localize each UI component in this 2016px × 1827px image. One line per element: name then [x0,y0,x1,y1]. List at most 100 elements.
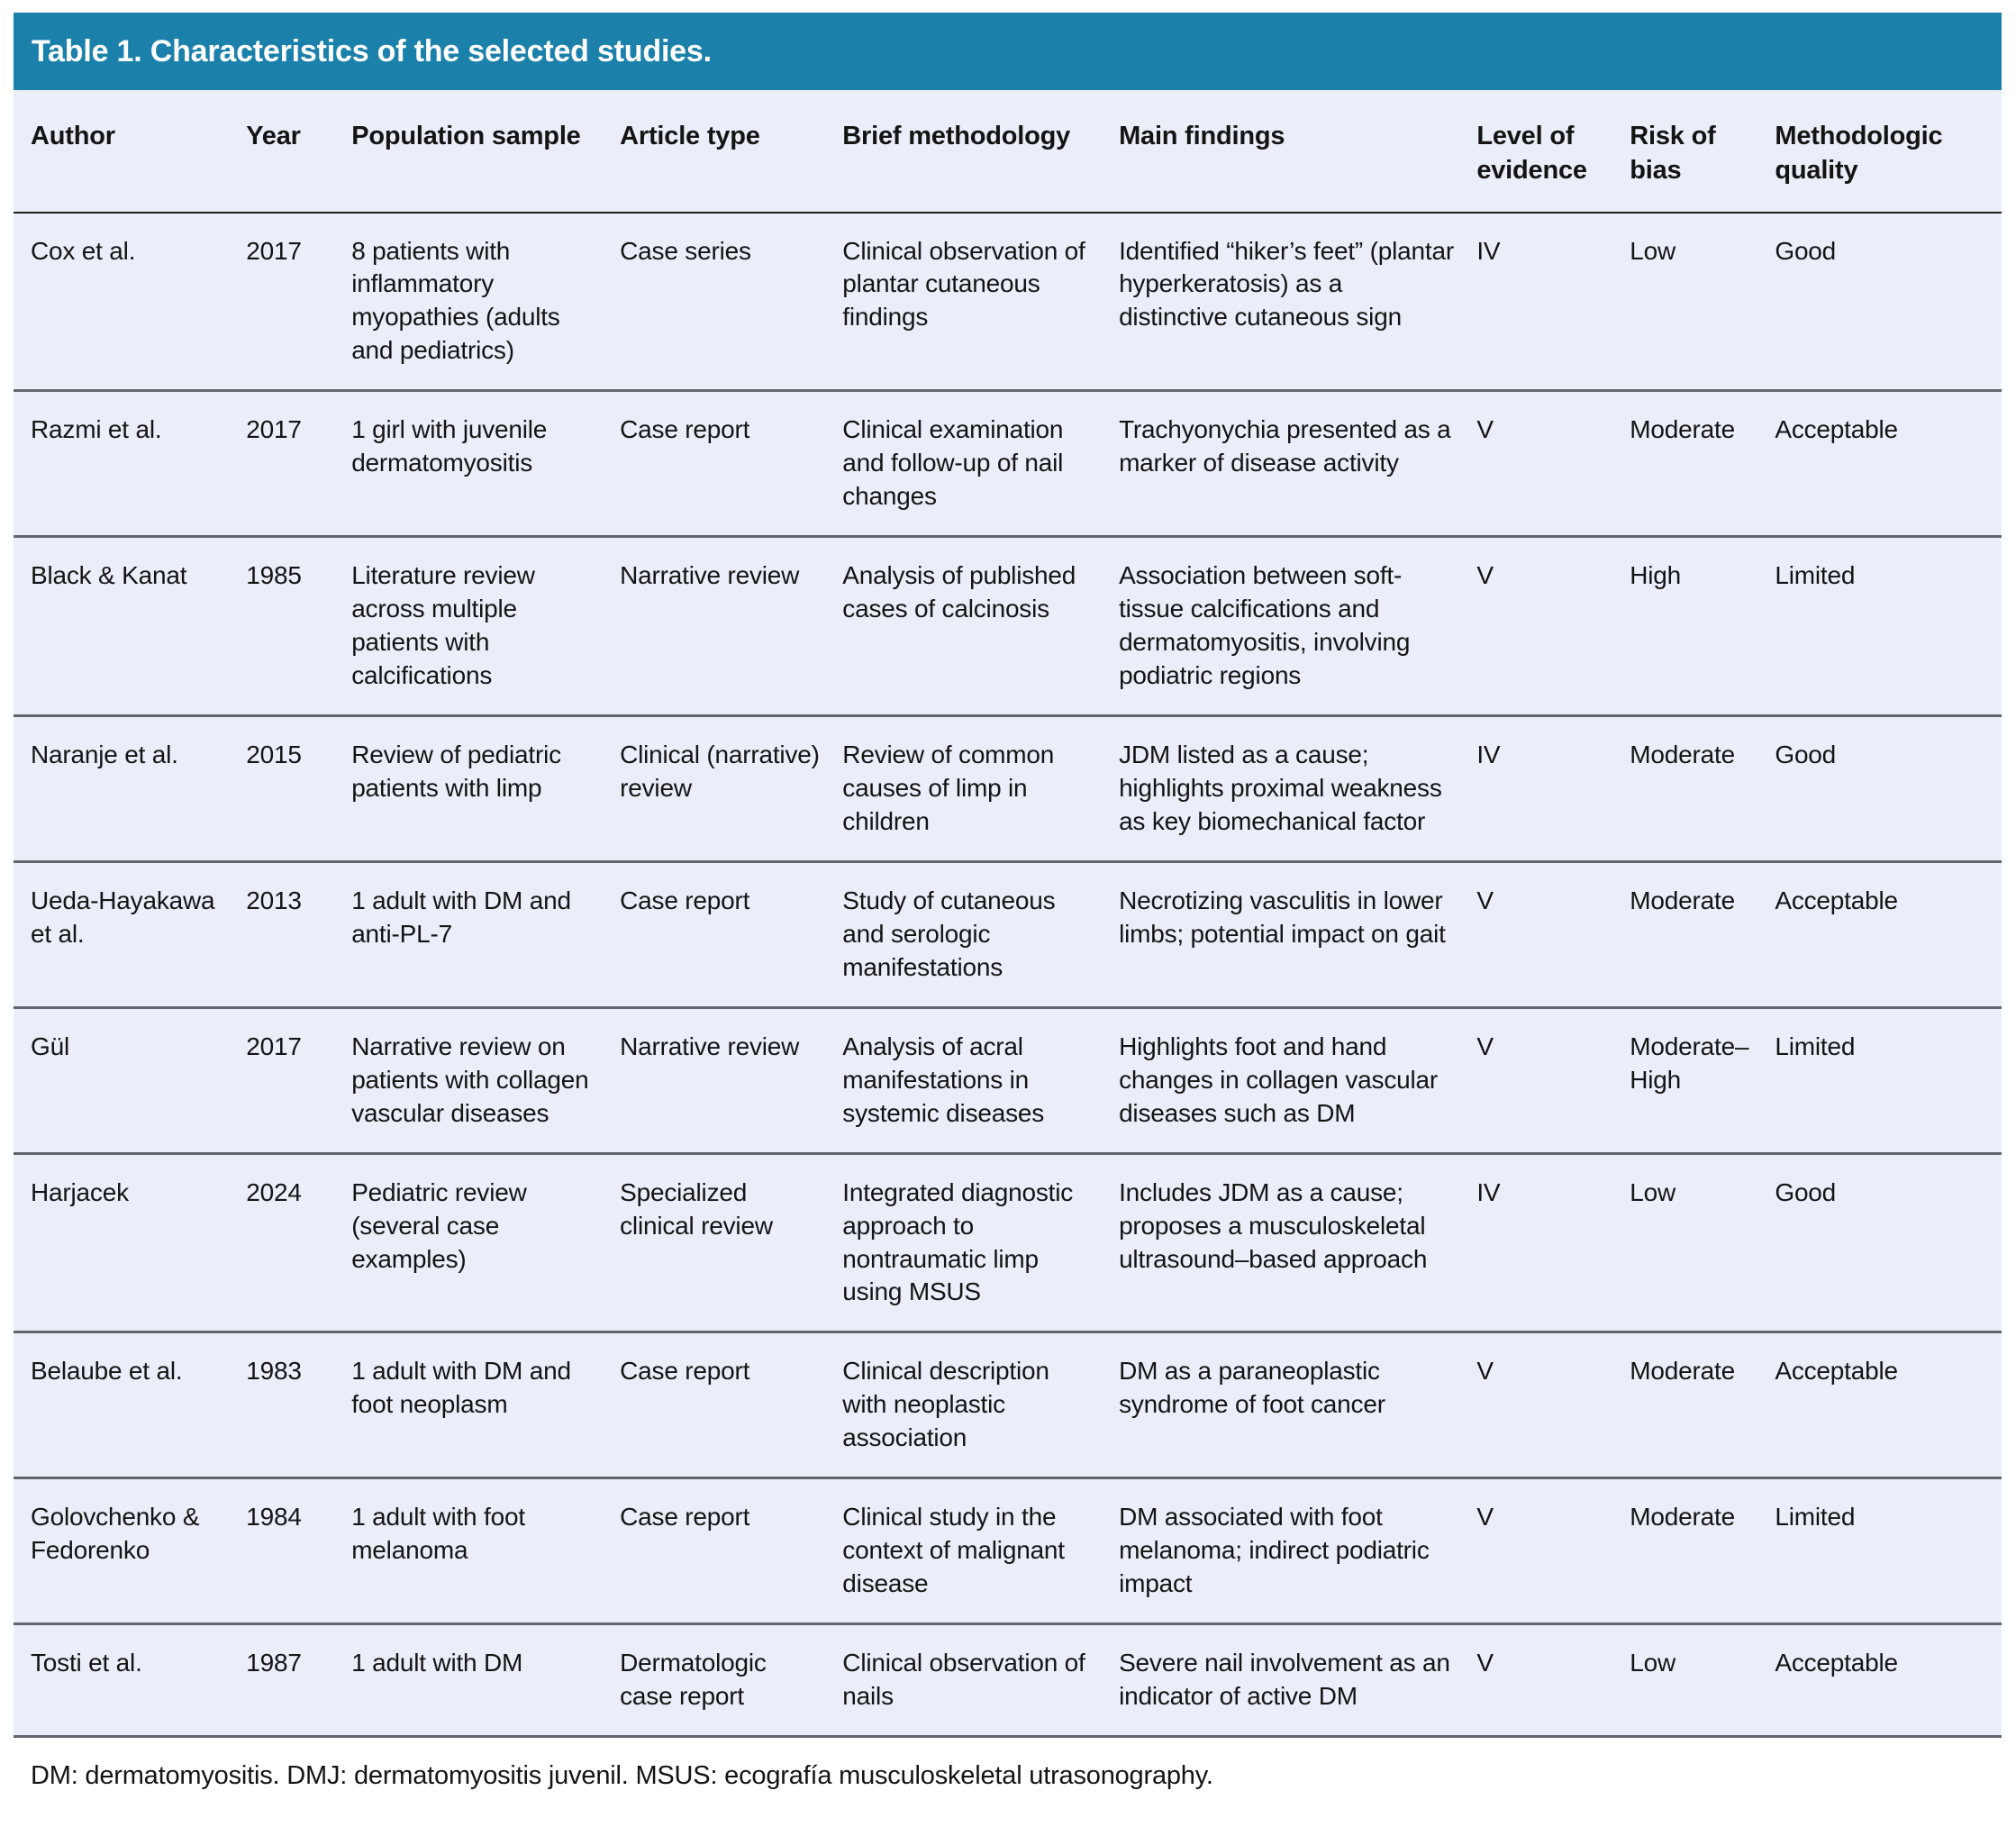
cell-methodologic-quality: Good [1775,741,1837,769]
header-row: Author Year Population sample Article ty… [14,90,2002,213]
table-row: Naranje et al. 2015 Review of pediatric … [14,716,2002,862]
cell-year: 2017 [246,236,302,265]
cell-year: 2017 [246,1032,302,1060]
cell-risk-of-bias: Moderate [1630,886,1735,914]
cell-level-of-evidence: V [1476,886,1494,914]
cell-author: Belaube et al. [31,1357,183,1386]
table-row: Golovchenko & Fedorenko 1984 1 adult wit… [14,1478,2002,1624]
cell-risk-of-bias: Low [1630,1177,1676,1206]
cell-main-findings: DM associated with foot melanoma; indire… [1119,1503,1430,1598]
cell-level-of-evidence: IV [1476,236,1501,265]
cell-year: 1984 [246,1503,302,1532]
cell-brief-methodology: Clinical examination and follow-up of na… [842,415,1064,511]
cell-population-sample: 1 adult with foot melanoma [351,1503,525,1565]
cell-main-findings: Severe nail involvement as an indicator … [1119,1649,1450,1711]
cell-main-findings: Includes JDM as a cause; proposes a musc… [1119,1177,1428,1273]
table-footnote: DM: dermatomyositis. DMJ: dermatomyositi… [14,1738,2002,1792]
cell-methodologic-quality: Good [1775,1177,1837,1206]
cell-author: Harjacek [31,1177,129,1206]
cell-level-of-evidence: V [1476,415,1494,444]
cell-population-sample: 1 adult with DM and foot neoplasm [351,1357,571,1419]
col-header-population-sample: Population sample [351,122,581,150]
cell-main-findings: Necrotizing vasculitis in lower limbs; p… [1119,886,1446,948]
cell-methodologic-quality: Acceptable [1775,415,1898,444]
cell-methodologic-quality: Limited [1775,1503,1856,1532]
cell-methodologic-quality: Limited [1775,1032,1856,1060]
cell-year: 2015 [246,741,302,769]
cell-article-type: Specialized clinical review [620,1177,773,1240]
cell-risk-of-bias: Moderate [1630,1503,1735,1532]
cell-brief-methodology: Analysis of acral manifestations in syst… [842,1032,1045,1127]
table-row: Tosti et al. 1987 1 adult with DM Dermat… [14,1624,2002,1737]
cell-author: Naranje et al. [31,741,178,769]
table-title-bar: Table 1. Characteristics of the selected… [14,13,2002,90]
cell-brief-methodology: Study of cutaneous and serologic manifes… [842,886,1056,981]
cell-article-type: Case series [620,236,751,265]
col-header-brief-methodology: Brief methodology [842,122,1071,150]
cell-author: Black & Kanat [31,561,187,590]
cell-risk-of-bias: High [1630,561,1682,590]
cell-population-sample: 8 patients with inflammatory myopathies … [351,236,560,365]
col-header-article-type: Article type [620,122,760,150]
cell-level-of-evidence: IV [1476,1177,1501,1206]
table-row: Razmi et al. 2017 1 girl with juvenile d… [14,391,2002,537]
cell-risk-of-bias: Moderate [1630,415,1735,444]
cell-brief-methodology: Clinical observation of plantar cutaneou… [842,236,1085,332]
cell-brief-methodology: Review of common causes of limp in child… [842,741,1055,835]
studies-table-body: Cox et al. 2017 8 patients with inflamma… [14,213,2002,1737]
studies-table: Author Year Population sample Article ty… [14,90,2002,1739]
cell-methodologic-quality: Good [1775,236,1837,265]
cell-risk-of-bias: Moderate [1630,741,1735,769]
cell-brief-methodology: Integrated diagnostic approach to nontra… [842,1177,1074,1306]
cell-article-type: Case report [620,415,750,444]
cell-brief-methodology: Clinical description with neoplastic ass… [842,1357,1049,1452]
col-header-year: Year [246,122,301,150]
cell-methodologic-quality: Acceptable [1775,1357,1898,1386]
cell-population-sample: Pediatric review (several case examples) [351,1177,527,1273]
col-header-methodologic-quality: Methodologic quality [1775,122,1943,186]
cell-level-of-evidence: V [1476,1032,1494,1060]
cell-level-of-evidence: V [1476,1503,1494,1532]
cell-methodologic-quality: Limited [1775,561,1856,590]
cell-risk-of-bias: Low [1630,236,1676,265]
cell-article-type: Clinical (narrative) review [620,741,820,802]
cell-risk-of-bias: Moderate [1630,1357,1735,1386]
table-row: Harjacek 2024 Pediatric review (several … [14,1153,2002,1332]
cell-article-type: Dermatologic case report [620,1649,767,1711]
cell-author: Cox et al. [31,236,136,265]
cell-brief-methodology: Analysis of published cases of calcinosi… [842,561,1076,623]
cell-brief-methodology: Clinical observation of nails [842,1649,1085,1711]
cell-main-findings: DM as a paraneoplastic syndrome of foot … [1119,1357,1385,1419]
cell-main-findings: Association between soft-tissue calcific… [1119,561,1411,690]
table-row: Cox et al. 2017 8 patients with inflamma… [14,213,2002,391]
cell-methodologic-quality: Acceptable [1775,1649,1898,1677]
cell-year: 1985 [246,561,302,590]
cell-level-of-evidence: V [1476,1357,1494,1386]
cell-level-of-evidence: IV [1476,741,1501,769]
cell-author: Razmi et al. [31,415,162,444]
cell-author: Tosti et al. [31,1649,142,1677]
cell-population-sample: Literature review across multiple patien… [351,561,535,690]
cell-article-type: Narrative review [620,1032,800,1060]
cell-article-type: Narrative review [620,561,800,590]
col-header-risk-of-bias: Risk of bias [1630,122,1716,186]
table-row: Ueda-Hayakawa et al. 2013 1 adult with D… [14,861,2002,1008]
cell-author: Ueda-Hayakawa et al. [31,886,215,948]
cell-methodologic-quality: Acceptable [1775,886,1898,914]
cell-article-type: Case report [620,886,750,914]
cell-population-sample: 1 girl with juvenile dermatomyositis [351,415,548,477]
cell-year: 1983 [246,1357,302,1386]
cell-level-of-evidence: V [1476,561,1494,590]
cell-level-of-evidence: V [1476,1649,1494,1677]
table-row: Belaube et al. 1983 1 adult with DM and … [14,1332,2002,1478]
cell-population-sample: 1 adult with DM and anti-PL-7 [351,886,571,948]
cell-population-sample: 1 adult with DM [351,1649,523,1677]
col-header-level-of-evidence: Level of evidence [1476,122,1587,186]
col-header-main-findings: Main findings [1119,122,1285,150]
cell-year: 2017 [246,415,302,444]
cell-author: Gül [31,1032,69,1060]
cell-year: 2013 [246,886,302,914]
cell-brief-methodology: Clinical study in the context of maligna… [842,1503,1065,1598]
cell-article-type: Case report [620,1503,750,1532]
col-header-author: Author [31,122,115,150]
